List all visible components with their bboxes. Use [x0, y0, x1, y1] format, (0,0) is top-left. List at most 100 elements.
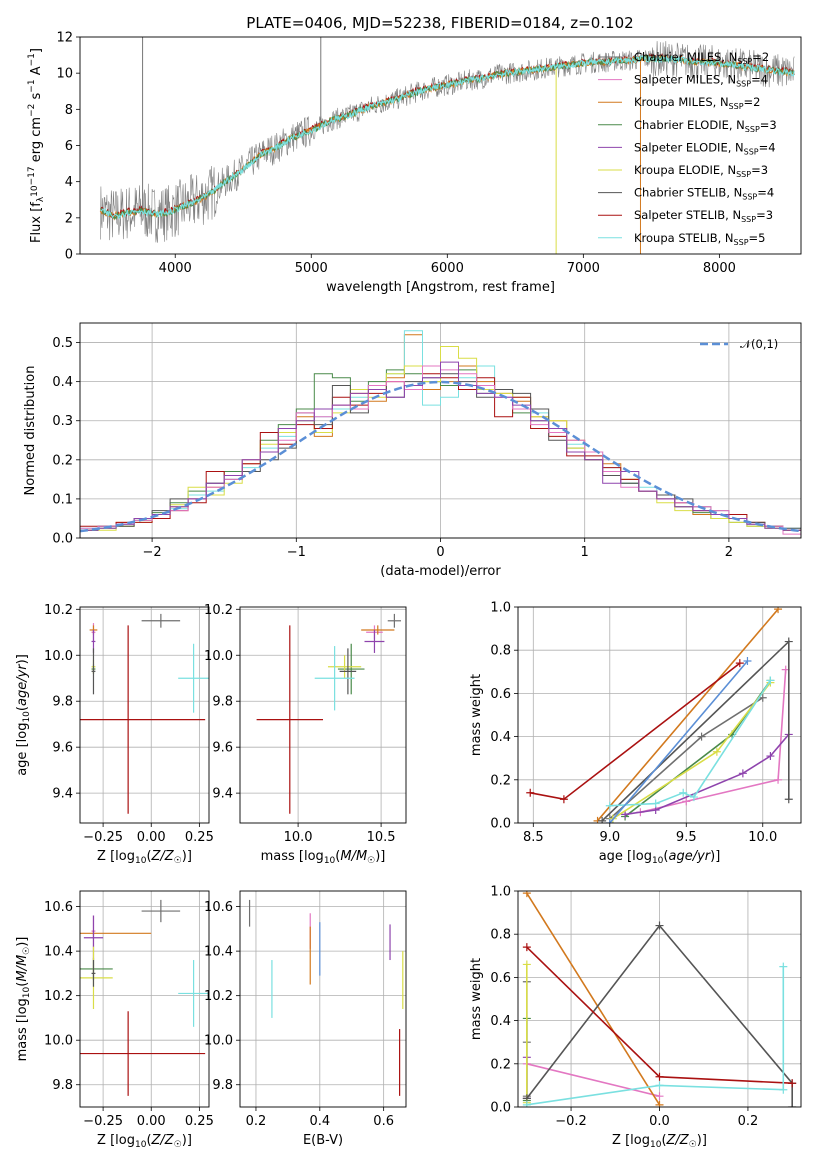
plot-area-mass_vs_Z [80, 899, 209, 1096]
y-tick-label: 0.0 [52, 532, 73, 547]
weight-series [605, 676, 775, 810]
x-tick-label: 10.0 [284, 830, 313, 845]
y-tick-label: 0.3 [52, 414, 73, 429]
legend-value: =5 [749, 231, 766, 245]
weight-line [609, 660, 749, 823]
weight-marker [655, 921, 664, 930]
x-tick-label: −1 [287, 545, 306, 560]
y-tick-label: 10.2 [204, 989, 233, 1004]
x-tick-label: 4000 [159, 261, 192, 276]
weight-marker [774, 775, 783, 784]
x-tick-label: −0.25 [83, 1114, 123, 1129]
x-tick-label: 8.5 [523, 830, 544, 845]
y-tick-label: 9.6 [212, 741, 233, 756]
legend-value: =2 [752, 50, 769, 64]
y-tick-label: 0.4 [52, 375, 73, 390]
weight-marker [655, 1072, 664, 1081]
weight-marker [605, 819, 614, 823]
weight-marker [682, 797, 691, 806]
ebv-x-label: E(B-V) [303, 1133, 343, 1148]
weight-marker [788, 1103, 797, 1107]
axes-age_vs_Z: −0.25 0.00 0.25 9.4 9.6 9.8 10.0 10.2 Z [log10(Z… [15, 603, 214, 866]
x-tick-label: 0.25 [185, 1114, 214, 1129]
age-z-x-label-text: Z [log10(Z/Z☉)] [97, 849, 192, 866]
x-tick-label: 9.0 [599, 830, 620, 845]
y-tick-label: 10.2 [204, 603, 233, 618]
y-tick-label: 9.8 [52, 695, 73, 710]
errorbar-point [91, 960, 96, 987]
y-tick-label: 0.5 [52, 336, 73, 351]
legend-value: =3 [756, 208, 773, 222]
weight-series [522, 960, 531, 1107]
mass-z-x-label: Z [log10(Z/Z☉)] [97, 1133, 192, 1150]
y-tick-label: 9.6 [52, 741, 73, 756]
y-tick-label: 0.1 [52, 492, 73, 507]
weight-marker [522, 943, 531, 952]
weight-line [526, 966, 785, 1106]
axes-frame [79, 890, 210, 1108]
errorbar-point [339, 648, 357, 695]
x-tick-label: 8000 [703, 261, 736, 276]
axes-frame [79, 606, 210, 824]
weight-line [596, 608, 779, 822]
weight-marker [766, 752, 775, 761]
errorbar-point [256, 625, 323, 814]
weight-marker [788, 1079, 797, 1088]
legend-value: =4 [759, 140, 776, 154]
y-tick-label: 0.2 [490, 1057, 511, 1072]
weight-series [522, 962, 788, 1107]
weight-marker [526, 788, 535, 797]
weight-marker [679, 788, 688, 797]
axes-frame [79, 36, 802, 255]
x-tick-label: 0.25 [185, 830, 214, 845]
normal-curve [80, 380, 801, 533]
weight-series [605, 693, 767, 823]
x-tick-label: 7000 [567, 261, 600, 276]
legend-subscript: SSP [736, 80, 751, 89]
errorbar-point [327, 655, 362, 679]
x-tick-label: 6000 [431, 261, 464, 276]
x-tick-label: 0.2 [738, 1114, 759, 1129]
legend-value: =4 [751, 73, 768, 87]
legend-subscript: SSP [745, 125, 760, 134]
plot-area-age_vs_mass [256, 613, 402, 814]
x-tick-label: 0.6 [373, 1114, 394, 1129]
plot-area-residuals [80, 330, 801, 538]
weight-marker [735, 659, 744, 668]
weight-line [526, 892, 661, 1106]
legend-value: =3 [751, 163, 768, 177]
y-tick-label: 12 [56, 31, 73, 46]
y-tick-label: 1.0 [490, 885, 511, 900]
weight-series [522, 891, 664, 1107]
plot-area-weight_vs_age [526, 607, 793, 823]
x-tick-label: 0.0 [649, 1114, 670, 1129]
weight-marker [598, 816, 607, 823]
spectrum-y-label: Flux [fλ10−17 erg cm−2 s−1 A−1] [27, 48, 46, 243]
axes-residuals: −2 −1 0 1 2 0.0 0.1 0.2 0.3 0.4 0.5 𝒩(0,1) (data-mod… [23, 322, 802, 579]
weight-marker [779, 962, 788, 971]
y-tick-label: 0.8 [490, 644, 511, 659]
spectrum-data-line [100, 41, 795, 243]
weight-series [526, 659, 744, 804]
weight-marker [689, 793, 698, 802]
axes-age_vs_mass: 10.0 10.5 9.4 9.6 9.8 10.0 10.2 mass [log10(M/M… [204, 603, 407, 866]
weight-line [612, 682, 772, 820]
errorbar-point [387, 613, 402, 628]
weight-series [522, 943, 797, 1088]
legend-spectrum: Chabrier MILES, NSSP=2 Salpeter MILES, NS… [598, 50, 777, 247]
axes-weight_vs_Z: −0.2 0.0 0.2 0.0 0.2 0.4 0.6 0.8 1.0 mass weight Z… [469, 885, 802, 1150]
legend-residuals: 𝒩(0,1) [700, 337, 778, 351]
legend-label: Kroupa MILES, NSSP=2 [634, 95, 760, 111]
model-fit-line [99, 54, 795, 220]
errorbar-point [337, 643, 365, 695]
weight-series [593, 607, 783, 823]
weight-marker [522, 960, 531, 969]
y-tick-label: 9.8 [212, 1078, 233, 1093]
y-tick-label: 9.4 [212, 787, 233, 802]
legend-value: =3 [760, 118, 777, 132]
y-tick-label: 10.4 [44, 945, 73, 960]
x-tick-label: 0.4 [309, 1114, 330, 1129]
weight-z-x-label: Z [log10(Z/Z☉)] [612, 1133, 707, 1150]
weight-age-x-label: age [log10(age/yr)] [599, 849, 721, 866]
